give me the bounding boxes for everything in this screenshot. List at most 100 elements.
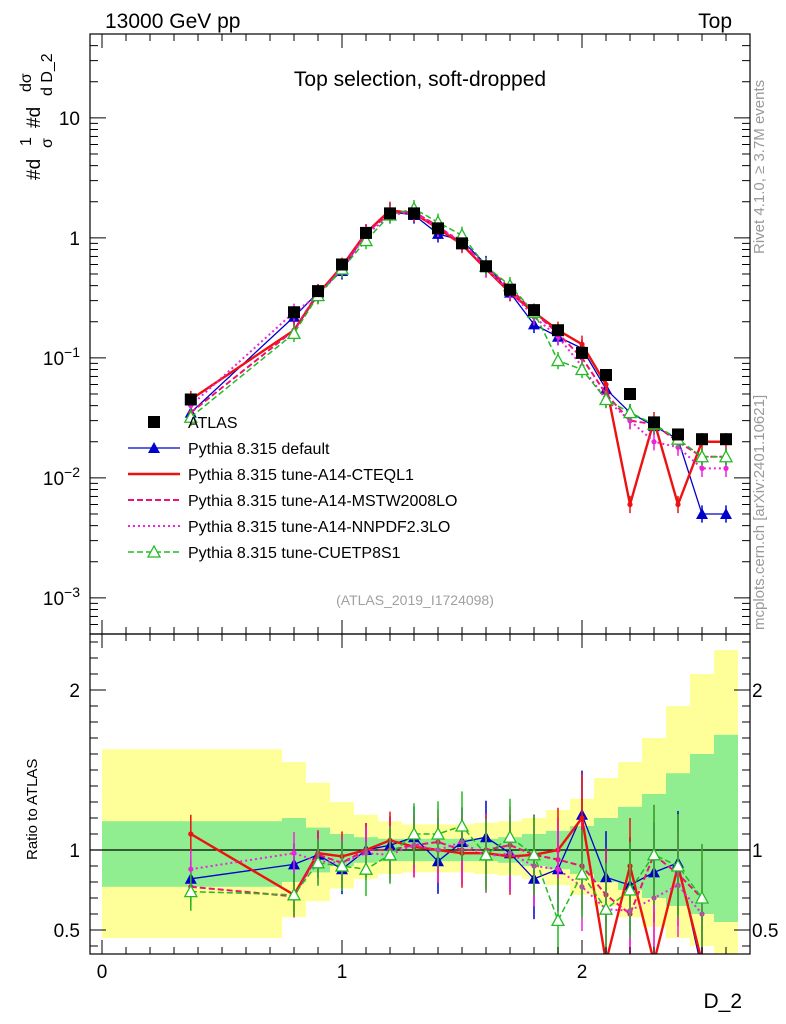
point-cteql1 [627, 501, 633, 508]
series-line-nnpdf [190, 210, 726, 470]
legend-marker-atlas [148, 416, 160, 428]
point-atlas [184, 393, 197, 406]
ratio-point-cuetp8s1 [478, 847, 494, 861]
analysis-id-label: (ATLAS_2019_I1724098) [336, 592, 494, 608]
point-cteql1 [603, 381, 609, 388]
ratio-point-cteql1 [651, 959, 656, 964]
ratio-panel-frame [89, 633, 751, 955]
series-atlas [184, 207, 732, 446]
legend-label-cuetp8s1: Pythia 8.315 tune-CUETP8S1 [188, 545, 401, 562]
ratio-point-cteql1 [699, 959, 704, 964]
point-nnpdf [651, 439, 657, 445]
ratio-point-nnpdf [188, 866, 194, 872]
ratio-point-cuetp8s1 [526, 847, 542, 861]
ratio-point-cteql1 [188, 831, 194, 837]
x-axis-label: D_2 [703, 990, 742, 1013]
point-cteql1 [579, 341, 585, 347]
legend: ATLAS Pythia 8.315 default Pythia 8.315 tu… [128, 415, 457, 562]
point-atlas [432, 222, 444, 235]
point-cuetp8s1 [574, 362, 590, 376]
main-ylabel-prefix-2: #d [24, 107, 45, 128]
point-nnpdf [699, 465, 705, 471]
main-ylabel-frac2-bot: d D_2 [39, 53, 56, 96]
point-atlas [552, 324, 564, 337]
x-tick-label: 0 [97, 962, 108, 983]
x-tick-label: 1 [337, 962, 348, 983]
main-y-tick-label: 10 [59, 109, 80, 130]
ratio-y-tick-label-left: 2 [69, 681, 80, 702]
ratio-point-cuetp8s1 [430, 826, 446, 840]
main-panel-series [183, 200, 734, 523]
point-atlas [648, 416, 660, 429]
ratio-point-cuetp8s1 [286, 887, 302, 901]
point-default [720, 508, 732, 519]
ratio-point-cuetp8s1 [183, 884, 198, 898]
point-atlas [504, 283, 516, 296]
series-line-cteql1 [190, 208, 726, 509]
point-atlas [720, 433, 732, 446]
main-ylabel: #d 1 σ #d dσ d D_2 [18, 53, 56, 180]
ratio-point-cuetp8s1 [502, 829, 518, 843]
point-atlas [456, 237, 468, 250]
main-y-tick-label: 10−1 [43, 344, 80, 370]
ratio-point-cuetp8s1 [598, 901, 614, 915]
axes-frame: 0 1 2 10 1 10−1 10−2 10−3 0.5 0.5 1 1 2 2 [43, 33, 778, 983]
point-atlas [528, 304, 540, 317]
point-atlas [384, 207, 396, 220]
ratio-y-tick-label-left: 1 [69, 841, 80, 862]
ratio-y-tick-label-right: 1 [752, 841, 763, 862]
legend-marker-cuetp8s1 [146, 544, 162, 558]
point-atlas [360, 226, 372, 239]
legend-marker-default [148, 442, 160, 453]
ratio-point-nnpdf [291, 850, 297, 856]
ratio-y-tick-label-right: 0.5 [752, 921, 778, 942]
legend-label-mstw: Pythia 8.315 tune-A14-MSTW2008LO [188, 493, 457, 510]
main-y-tick-label: 10−3 [43, 584, 80, 610]
ratio-point-cuetp8s1 [382, 847, 398, 861]
point-cuetp8s1 [622, 405, 638, 419]
main-ylabel-frac1-top: 1 [18, 137, 35, 146]
point-cteql1 [675, 501, 681, 508]
legend-label-atlas: ATLAS [188, 415, 238, 432]
ratio-point-default [696, 964, 708, 975]
ratio-y-tick-label-left: 0.5 [54, 921, 80, 942]
ratio-point-cuetp8s1 [622, 882, 638, 896]
point-atlas [576, 346, 588, 359]
ratio-point-cuetp8s1 [406, 826, 422, 840]
main-y-tick-label: 10−2 [43, 464, 80, 490]
ratio-point-nnpdf [555, 866, 561, 872]
band-inner-bin [714, 734, 738, 922]
point-cuetp8s1 [718, 449, 734, 463]
main-ylabel-prefix: #d [24, 159, 45, 180]
ratio-point-cuetp8s1 [550, 913, 566, 927]
point-cuetp8s1 [694, 449, 710, 463]
point-cuetp8s1 [183, 409, 198, 423]
legend-label-nnpdf: Pythia 8.315 tune-A14-NNPDF2.3LO [188, 519, 450, 536]
ratio-point-cuetp8s1 [358, 861, 374, 875]
point-cuetp8s1 [358, 233, 374, 247]
point-atlas [480, 260, 492, 273]
point-nnpdf [723, 465, 729, 471]
ratio-point-cuetp8s1 [454, 818, 470, 832]
point-cuetp8s1 [550, 353, 566, 367]
ratio-y-tick-label-right: 2 [752, 681, 763, 702]
point-atlas [696, 433, 708, 446]
point-atlas [600, 368, 612, 381]
point-atlas [408, 207, 420, 220]
side-mcplots-label: mcplots.cern.ch [arXiv:2401.10621] [751, 395, 768, 630]
point-atlas [672, 428, 684, 441]
point-atlas [312, 285, 324, 298]
ratio-series-cuetp8s1 [183, 791, 710, 954]
point-default [696, 508, 708, 519]
header-process-label: Top [698, 10, 732, 33]
point-cuetp8s1 [286, 326, 302, 340]
main-y-tick-label: 1 [69, 229, 80, 250]
x-tick-label: 2 [577, 962, 588, 983]
ratio-point-cuetp8s1 [694, 890, 710, 904]
ratio-ylabel: Ratio to ATLAS [24, 759, 41, 860]
main-ylabel-frac1-bot: σ [39, 138, 56, 148]
ratio-point-cuetp8s1 [670, 858, 686, 872]
side-rivet-label: Rivet 4.1.0, ≥ 3.7M events [751, 80, 768, 254]
point-atlas [624, 388, 636, 400]
